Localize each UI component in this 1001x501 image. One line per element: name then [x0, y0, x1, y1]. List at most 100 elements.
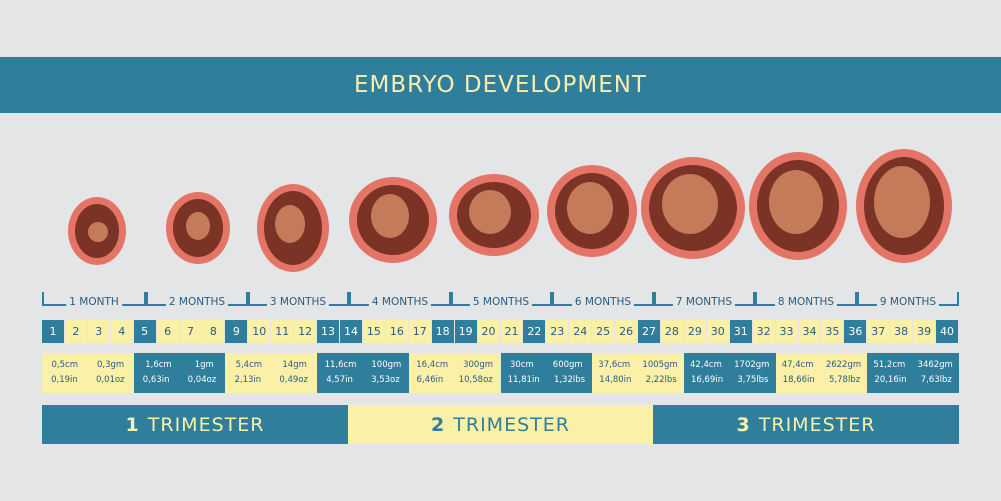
- week-cell: 14: [340, 320, 362, 343]
- week-cell: 8: [202, 320, 225, 343]
- size-value: 5,4cm: [235, 360, 263, 370]
- size-row-line: 11,81in 1,32lbs: [501, 373, 593, 388]
- size-value: 2,22lbs: [645, 375, 677, 385]
- trimester-number: 2: [431, 413, 446, 436]
- size-cell: 30cm 600gm 11,81in 1,32lbs: [500, 353, 593, 393]
- week-cell: 35: [821, 320, 844, 343]
- trimester-number: 3: [736, 413, 751, 436]
- size-value: 600gm: [552, 360, 583, 370]
- month-label: 8 MONTHS: [774, 296, 838, 308]
- size-row-line: 11,6cm 100gm: [317, 358, 409, 373]
- week-cell: 31: [729, 320, 752, 343]
- week-cell: 22: [523, 320, 546, 343]
- size-row-line: 30cm 600gm: [501, 358, 593, 373]
- size-row-line: 42,4cm 1702gm: [684, 358, 776, 373]
- size-cell: 37,6cm 1005gm 14,80in 2,22lbs: [592, 353, 684, 393]
- size-value: 0,01oz: [95, 375, 125, 385]
- week-cell: 40: [936, 320, 958, 343]
- size-row-line: 4,57in 3,53oz: [317, 373, 409, 388]
- trimester-label: TRIMESTER: [147, 413, 265, 436]
- size-value: 7,63lbz: [920, 375, 952, 385]
- size-row-line: 0,63in 0,04oz: [134, 373, 226, 388]
- size-value: 18,66in: [782, 375, 815, 385]
- month-label: 9 MONTHS: [876, 296, 940, 308]
- size-row-line: 5,4cm 14gm: [225, 358, 317, 373]
- size-row-line: 37,6cm 1005gm: [592, 358, 684, 373]
- week-cell: 36: [844, 320, 867, 343]
- size-cell: 51,2cm 3462gm 20,16in 7,63lbz: [867, 353, 959, 393]
- size-value: 3,53oz: [371, 375, 400, 385]
- embryo-month-4-icon: [349, 177, 437, 263]
- size-value: 0,19in: [51, 375, 78, 385]
- week-cell: 6: [156, 320, 179, 343]
- week-cell: 19: [454, 320, 477, 343]
- week-cell: 2: [64, 320, 87, 343]
- trimester-label: TRIMESTER: [758, 413, 876, 436]
- trimester-2-bar: 2 TRIMESTER: [348, 405, 653, 444]
- trimester-number: 1: [125, 413, 140, 436]
- size-value: 0,63in: [142, 375, 170, 385]
- week-cell: 26: [615, 320, 638, 343]
- week-cell: 20: [477, 320, 500, 343]
- size-row: 0,5cm 0,3gm 0,19in 0,01oz 1,6cm 1gm 0,63in 0,04…: [0, 353, 1001, 393]
- size-cell: 11,6cm 100gm 4,57in 3,53oz: [317, 353, 409, 393]
- size-row-line: 16,69in 3,75lbs: [684, 373, 776, 388]
- size-value: 300gm: [463, 360, 493, 370]
- size-value: 0,04oz: [187, 375, 217, 385]
- month-label: 6 MONTHS: [571, 296, 635, 308]
- size-row-line: 18,66in 5,78lbz: [776, 373, 868, 388]
- size-value: 30cm: [510, 360, 534, 370]
- embryo-month-5-icon: [449, 174, 539, 256]
- size-value: 100gm: [371, 360, 402, 370]
- size-value: 14gm: [282, 360, 307, 370]
- week-cell: 23: [546, 320, 569, 343]
- size-value: 4,57in: [326, 375, 353, 385]
- embryo-month-1-icon: [68, 197, 126, 265]
- size-value: 10,58oz: [458, 375, 493, 385]
- week-cell: 34: [798, 320, 821, 343]
- month-label: 2 MONTHS: [165, 296, 229, 308]
- embryo-month-2-icon: [166, 192, 230, 264]
- title-banner: EMBRYO DEVELOPMENT: [0, 57, 1001, 113]
- week-cell: 1: [42, 320, 64, 343]
- week-cell: 38: [890, 320, 913, 343]
- week-cell: 18: [431, 320, 454, 343]
- week-cell: 25: [592, 320, 615, 343]
- week-row: 1 2 3 4 5 6 7 8 9 10 11 12 13 14 15 16 17 18 19 20 21 22 23 24 2…: [0, 320, 1001, 343]
- month-scale: 1 MONTH 2 MONTHS 3 MONTHS 4 MONTHS 5 MON…: [0, 290, 1001, 318]
- size-value: 16,69in: [691, 375, 724, 385]
- size-value: 2,13in: [234, 375, 262, 385]
- week-cell: 7: [179, 320, 202, 343]
- week-cell: 29: [683, 320, 706, 343]
- size-value: 5,78lbz: [829, 375, 861, 385]
- week-cell: 17: [408, 320, 431, 343]
- month-label: 5 MONTHS: [469, 296, 533, 308]
- size-cell: 5,4cm 14gm 2,13in 0,49oz: [225, 353, 318, 393]
- size-value: 0,5cm: [51, 360, 78, 370]
- size-row-line: 47,4cm 2622gm: [776, 358, 868, 373]
- embryo-month-6-icon: [547, 165, 637, 257]
- size-value: 0,3gm: [96, 360, 125, 370]
- week-cell: 27: [638, 320, 660, 343]
- month-label: 7 MONTHS: [672, 296, 736, 308]
- size-row-line: 16,4cm 300gm: [409, 358, 501, 373]
- size-value: 1702gm: [734, 360, 770, 370]
- week-cell: 9: [225, 320, 248, 343]
- size-value: 16,4cm: [416, 360, 449, 370]
- week-cell: 15: [362, 320, 385, 343]
- trimester-1-bar: 1 TRIMESTER: [42, 405, 348, 444]
- size-value: 14,80in: [599, 375, 632, 385]
- size-value: 1,6cm: [145, 360, 172, 370]
- size-value: 0,49oz: [279, 375, 308, 385]
- week-cell: 16: [385, 320, 408, 343]
- size-cell: 16,4cm 300gm 6,46in 10,58oz: [408, 353, 501, 393]
- size-row-line: 0,5cm 0,3gm: [42, 358, 134, 373]
- size-cell: 0,5cm 0,3gm 0,19in 0,01oz: [42, 353, 134, 393]
- size-value: 3,75lbs: [737, 375, 769, 385]
- size-value: 47,4cm: [781, 360, 814, 370]
- size-row-line: 6,46in 10,58oz: [409, 373, 501, 388]
- month-label: 3 MONTHS: [266, 296, 330, 308]
- size-row-line: 51,2cm 3462gm: [867, 358, 959, 373]
- trimester-label: TRIMESTER: [453, 413, 570, 436]
- week-cell: 37: [867, 320, 890, 343]
